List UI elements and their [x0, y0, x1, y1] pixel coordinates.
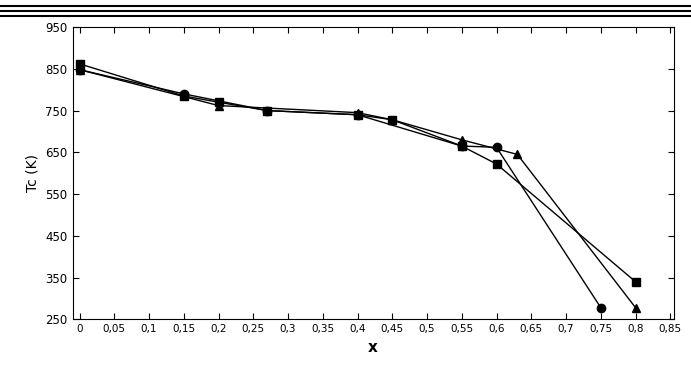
Y-axis label: Tc (K): Tc (K): [26, 154, 40, 192]
X-axis label: x: x: [368, 340, 378, 355]
